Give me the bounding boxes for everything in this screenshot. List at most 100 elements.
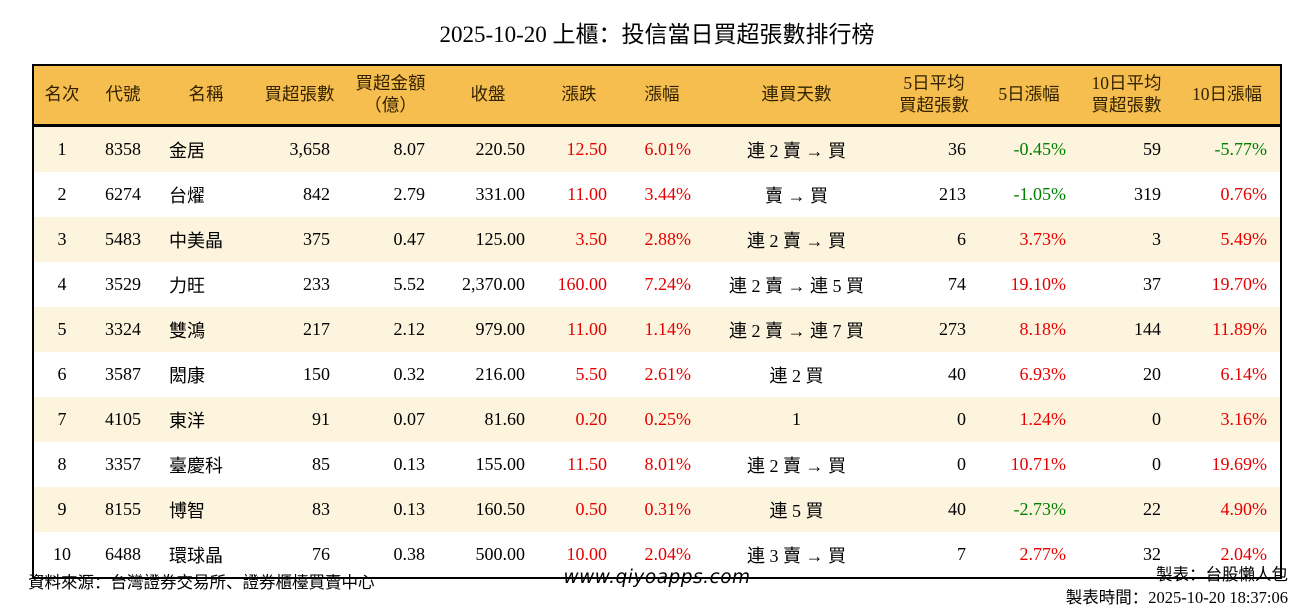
table-cell-code: 8358 [105, 139, 141, 159]
table-cell-close: 155.00 [475, 454, 526, 474]
column-header-change_pct: 漲幅 [620, 65, 704, 127]
column-header-pct5: 5日漲幅 [979, 65, 1079, 127]
table-cell-pct10: 5.49% [1220, 229, 1268, 249]
footer-maker: 製表：台股懶人包 [1156, 565, 1288, 584]
column-header-net_buy_lots: 買超張數 [256, 65, 343, 127]
table-cell-change: 0.20 [575, 409, 608, 429]
table-cell-net_buy_amount: 0.13 [393, 454, 426, 474]
table-cell-avg10_net_buy: 3 [1152, 229, 1161, 249]
table-cell-rank: 8 [57, 454, 67, 474]
table-cell-avg10_net_buy: 22 [1143, 499, 1161, 519]
page-title: 2025-10-20 上櫃：投信當日買超張數排行榜 [439, 22, 875, 47]
table-cell-streak: 連 2 賣 → 連 7 買 [729, 320, 864, 341]
table-cell-change_pct: 7.24% [644, 274, 692, 294]
table-cell-avg5_net_buy: 40 [948, 499, 966, 519]
table-cell-streak: 連 2 買 [769, 365, 824, 386]
table-cell-net_buy_lots: 150 [303, 364, 330, 384]
footer-made-at: 製表時間：2025-10-20 18:37:06 [1065, 588, 1288, 607]
table-cell-net_buy_lots: 83 [312, 499, 330, 519]
table-cell-pct5: -0.45% [1013, 139, 1067, 159]
table-cell-code: 3529 [105, 274, 141, 294]
table-cell-avg5_net_buy: 74 [948, 274, 966, 294]
column-header-code: 代號 [90, 65, 156, 127]
table-row: 2 6274 台燿 842 2.79 331.00 11.00 3.44% 賣 → 買 213 -1… [33, 172, 1281, 217]
table-row: 10 6488 環球晶 76 0.38 500.00 10.00 2.04% 連 3 賣 → 買… [33, 532, 1281, 578]
table-header-row: 名次 代號 名稱 買超張數 買超金額 （億） 收盤 漲跌 漲幅 連買天數 5日平均 買超張數 5日漲… [33, 65, 1281, 127]
table-cell-pct5: 19.10% [1010, 274, 1067, 294]
table-cell-code: 8155 [105, 499, 141, 519]
table-cell-close: 331.00 [475, 184, 526, 204]
table-cell-name: 金居 [169, 140, 205, 161]
table-cell-net_buy_lots: 76 [312, 544, 330, 564]
table-row: 4 3529 力旺 233 5.52 2,370.00 160.00 7.24% 連 2 賣 →… [33, 262, 1281, 307]
table-cell-change: 11.50 [567, 454, 607, 474]
table-cell-change: 10.00 [566, 544, 608, 564]
table-cell-change: 11.00 [567, 319, 607, 339]
table-cell-code: 6488 [105, 544, 141, 564]
table-cell-avg10_net_buy: 319 [1134, 184, 1161, 204]
table-cell-avg5_net_buy: 0 [957, 454, 966, 474]
table-cell-pct10: 11.89% [1212, 319, 1267, 339]
table-cell-avg10_net_buy: 20 [1143, 364, 1161, 384]
table-cell-avg5_net_buy: 40 [948, 364, 966, 384]
table-cell-net_buy_amount: 0.38 [393, 544, 426, 564]
table-cell-code: 5483 [105, 229, 141, 249]
table-cell-avg10_net_buy: 0 [1152, 454, 1161, 474]
table-cell-change: 5.50 [575, 364, 608, 384]
table-cell-avg5_net_buy: 273 [939, 319, 966, 339]
table-cell-pct5: 10.71% [1010, 454, 1067, 474]
table-cell-avg5_net_buy: 213 [939, 184, 966, 204]
table-cell-pct10: 0.76% [1220, 184, 1268, 204]
table-cell-close: 220.50 [475, 139, 526, 159]
table-cell-avg5_net_buy: 0 [957, 409, 966, 429]
table-cell-close: 2,370.00 [462, 274, 525, 294]
table-cell-net_buy_amount: 0.47 [393, 229, 426, 249]
table-cell-pct5: -1.05% [1013, 184, 1067, 204]
table-cell-change: 160.00 [557, 274, 608, 294]
table-cell-change: 0.50 [575, 499, 608, 519]
table-cell-pct10: 19.70% [1211, 274, 1268, 294]
table-cell-net_buy_lots: 375 [303, 229, 330, 249]
table-cell-pct5: 2.77% [1019, 544, 1067, 564]
table-cell-net_buy_lots: 91 [312, 409, 330, 429]
table-cell-rank: 4 [57, 274, 67, 294]
table-cell-name: 雙鴻 [169, 320, 205, 341]
table-cell-avg5_net_buy: 36 [948, 139, 966, 159]
table-cell-streak: 連 3 賣 → 買 [747, 545, 846, 566]
table-cell-net_buy_amount: 0.07 [393, 409, 426, 429]
table-cell-streak: 連 2 賣 → 買 [747, 140, 846, 161]
table-cell-change_pct: 2.61% [644, 364, 692, 384]
table-cell-pct5: 8.18% [1019, 319, 1067, 339]
table-cell-pct10: 4.90% [1220, 499, 1268, 519]
table-cell-change: 12.50 [566, 139, 608, 159]
column-header-net_buy_amount: 買超金額 （億） [343, 65, 438, 127]
table-cell-change_pct: 3.44% [644, 184, 692, 204]
table-cell-pct10: 3.16% [1220, 409, 1268, 429]
table-cell-rank: 7 [57, 409, 67, 429]
table-cell-streak: 連 2 賣 → 買 [747, 455, 846, 476]
table-cell-code: 4105 [105, 409, 141, 429]
column-header-close: 收盤 [438, 65, 538, 127]
table-row: 9 8155 博智 83 0.13 160.50 0.50 0.31% 連 5 買 40 -2.73… [33, 487, 1281, 532]
table-cell-avg10_net_buy: 144 [1134, 319, 1161, 339]
table-cell-net_buy_amount: 2.79 [393, 184, 426, 204]
table-cell-close: 500.00 [475, 544, 526, 564]
table-cell-name: 臺慶科 [169, 455, 223, 476]
column-header-change: 漲跌 [538, 65, 620, 127]
table-cell-change_pct: 6.01% [644, 139, 692, 159]
table-cell-change: 3.50 [575, 229, 608, 249]
table-cell-rank: 10 [53, 544, 71, 564]
table-cell-avg10_net_buy: 59 [1143, 139, 1161, 159]
table-cell-change_pct: 8.01% [644, 454, 692, 474]
table-cell-name: 東洋 [169, 410, 205, 431]
table-cell-name: 博智 [169, 500, 205, 521]
table-cell-change: 11.00 [567, 184, 607, 204]
table-cell-close: 216.00 [475, 364, 526, 384]
table-cell-pct10: 2.04% [1220, 544, 1268, 564]
column-header-name: 名稱 [156, 65, 256, 127]
column-header-pct10: 10日漲幅 [1174, 65, 1281, 127]
table-cell-net_buy_lots: 85 [312, 454, 330, 474]
table-cell-avg5_net_buy: 7 [957, 544, 966, 564]
footer-credits: 製表：台股懶人包 製表時間：2025-10-20 18:37:06 [1066, 563, 1288, 609]
table-cell-rank: 9 [57, 499, 67, 519]
